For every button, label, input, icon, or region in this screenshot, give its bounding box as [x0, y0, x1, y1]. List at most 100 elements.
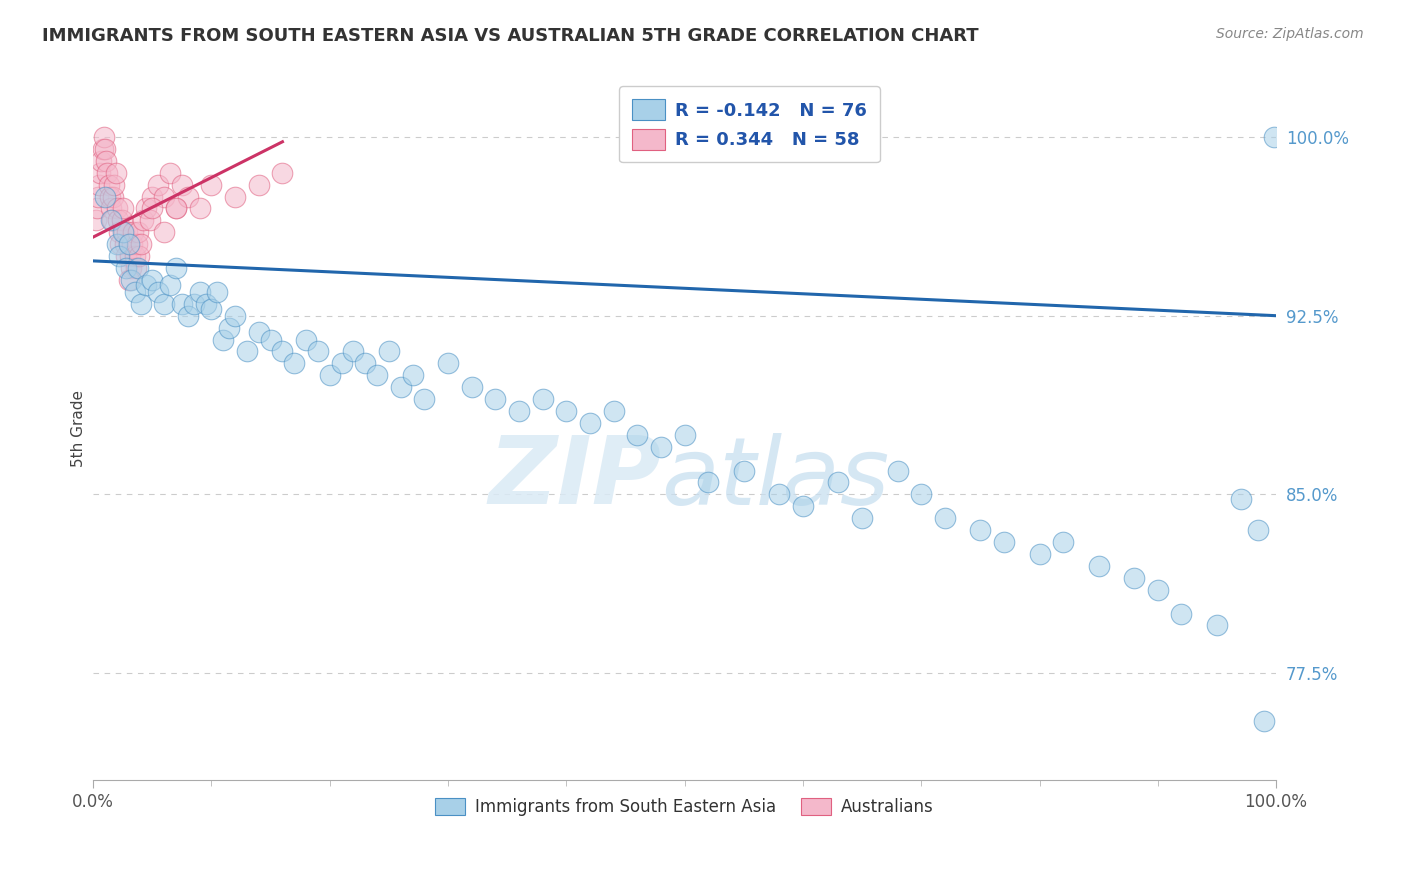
Point — [120, 273, 142, 287]
Point — [153, 189, 176, 203]
Point — [993, 535, 1015, 549]
Point — [98, 189, 121, 203]
Point — [141, 273, 163, 287]
Point — [910, 487, 932, 501]
Point — [188, 202, 211, 216]
Point — [170, 297, 193, 311]
Point — [827, 475, 849, 490]
Point — [93, 130, 115, 145]
Text: ZIP: ZIP — [488, 432, 661, 524]
Point — [115, 249, 138, 263]
Point — [94, 142, 117, 156]
Point — [139, 213, 162, 227]
Point — [207, 285, 229, 299]
Point — [105, 202, 128, 216]
Point — [91, 142, 114, 156]
Point — [555, 404, 578, 418]
Point — [110, 237, 132, 252]
Point — [437, 356, 460, 370]
Point — [125, 261, 148, 276]
Point — [104, 166, 127, 180]
Point — [295, 333, 318, 347]
Point — [650, 440, 672, 454]
Point — [124, 285, 146, 299]
Point — [1170, 607, 1192, 621]
Point — [259, 333, 281, 347]
Point — [271, 166, 294, 180]
Point — [484, 392, 506, 406]
Point — [122, 225, 145, 239]
Point — [89, 166, 111, 180]
Point — [378, 344, 401, 359]
Point — [768, 487, 790, 501]
Point — [508, 404, 530, 418]
Point — [159, 166, 181, 180]
Point — [342, 344, 364, 359]
Point — [90, 153, 112, 168]
Point — [401, 368, 423, 383]
Point — [127, 225, 149, 239]
Point — [159, 277, 181, 292]
Point — [626, 427, 648, 442]
Point — [177, 309, 200, 323]
Point — [117, 225, 139, 239]
Point — [1229, 492, 1251, 507]
Point — [118, 273, 141, 287]
Point — [792, 500, 814, 514]
Text: IMMIGRANTS FROM SOUTH EASTERN ASIA VS AUSTRALIAN 5TH GRADE CORRELATION CHART: IMMIGRANTS FROM SOUTH EASTERN ASIA VS AU… — [42, 27, 979, 45]
Point — [170, 178, 193, 192]
Text: Source: ZipAtlas.com: Source: ZipAtlas.com — [1216, 27, 1364, 41]
Point — [531, 392, 554, 406]
Point — [389, 380, 412, 394]
Point — [886, 464, 908, 478]
Point — [111, 202, 134, 216]
Point — [96, 153, 118, 168]
Point — [115, 261, 138, 276]
Point — [165, 202, 187, 216]
Point — [188, 285, 211, 299]
Point — [969, 523, 991, 537]
Point — [96, 166, 118, 180]
Point — [124, 249, 146, 263]
Point — [127, 261, 149, 276]
Point — [132, 213, 155, 227]
Point — [135, 277, 157, 292]
Point — [1146, 582, 1168, 597]
Point — [153, 225, 176, 239]
Point — [165, 261, 187, 276]
Point — [141, 189, 163, 203]
Point — [148, 178, 170, 192]
Point — [218, 320, 240, 334]
Point — [697, 475, 720, 490]
Point — [107, 213, 129, 227]
Point — [111, 225, 134, 239]
Point — [141, 202, 163, 216]
Point — [112, 225, 135, 239]
Point — [125, 237, 148, 252]
Point — [1253, 714, 1275, 728]
Point — [118, 237, 141, 252]
Point — [413, 392, 436, 406]
Point — [1028, 547, 1050, 561]
Y-axis label: 5th Grade: 5th Grade — [72, 391, 86, 467]
Point — [118, 249, 141, 263]
Point — [271, 344, 294, 359]
Point — [87, 189, 110, 203]
Point — [851, 511, 873, 525]
Legend: Immigrants from South Eastern Asia, Australians: Immigrants from South Eastern Asia, Aust… — [427, 789, 942, 825]
Point — [177, 189, 200, 203]
Point — [97, 178, 120, 192]
Point — [86, 202, 108, 216]
Point — [103, 189, 125, 203]
Point — [354, 356, 377, 370]
Point — [100, 213, 122, 227]
Point — [183, 297, 205, 311]
Point — [247, 326, 270, 340]
Point — [366, 368, 388, 383]
Point — [1052, 535, 1074, 549]
Point — [105, 237, 128, 252]
Text: atlas: atlas — [661, 433, 889, 524]
Point — [94, 189, 117, 203]
Point — [153, 297, 176, 311]
Point — [200, 301, 222, 316]
